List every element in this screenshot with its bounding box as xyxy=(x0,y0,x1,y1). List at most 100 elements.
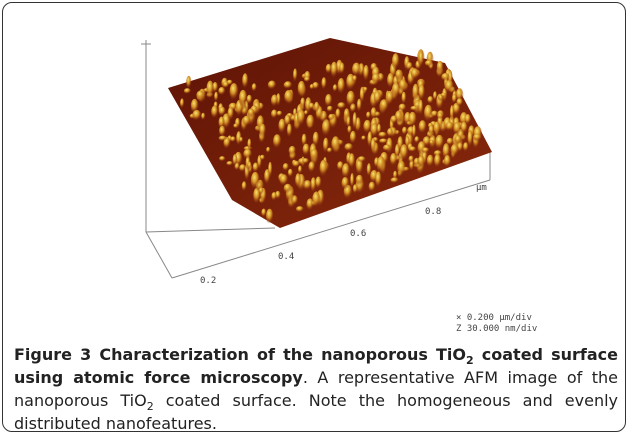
surface-peak xyxy=(308,161,316,173)
surface-peak xyxy=(306,114,315,130)
surface-peak xyxy=(284,90,293,104)
surface-peak xyxy=(433,150,442,157)
surface-peak xyxy=(412,83,420,102)
surface-peak xyxy=(390,153,398,167)
surface-peak xyxy=(270,94,279,107)
surface-peak xyxy=(424,104,433,122)
surface-peak xyxy=(371,73,381,85)
surface-peak xyxy=(229,83,239,101)
surface-peak xyxy=(456,98,464,107)
surface-peak xyxy=(464,114,471,125)
axis-tick: 0.2 xyxy=(200,276,216,286)
surface-peak xyxy=(366,163,372,177)
caption-text: coated surface. Note the homogeneous and… xyxy=(14,391,619,433)
surface-peak xyxy=(370,122,379,138)
surface-peak xyxy=(214,91,219,102)
surface-peak xyxy=(356,158,364,176)
surface-peak xyxy=(463,142,469,152)
surface-peak xyxy=(271,109,278,119)
surface-peak xyxy=(304,76,311,83)
surface-peak xyxy=(408,146,417,152)
surface-peak xyxy=(219,125,226,137)
surface-peak xyxy=(252,162,259,173)
surface-peak xyxy=(370,137,376,154)
surface-peak xyxy=(186,75,192,89)
axis-unit: µm xyxy=(476,183,487,193)
surface-peak xyxy=(410,105,419,111)
surface-peak xyxy=(218,87,226,96)
scale-x: × 0.200 µm/div xyxy=(456,313,532,323)
surface-peak xyxy=(394,144,400,159)
surface-peak xyxy=(238,89,248,108)
axes-box xyxy=(141,40,491,279)
surface-peak xyxy=(226,79,233,86)
surface-peak xyxy=(387,73,395,89)
surface-peak xyxy=(387,128,394,137)
surface-peak xyxy=(315,176,322,189)
surface-peak xyxy=(426,154,434,167)
surface-peak xyxy=(352,184,358,194)
surface-peak xyxy=(453,121,462,136)
surface-peak xyxy=(401,91,407,105)
surface-peak xyxy=(300,97,306,109)
surface-peak xyxy=(321,77,327,90)
surface-peak xyxy=(446,137,454,146)
surface-peak xyxy=(286,123,293,138)
surface-peak xyxy=(292,160,301,168)
surface-peak xyxy=(261,208,267,218)
surface-peak xyxy=(377,123,382,135)
surface-peak xyxy=(337,78,346,95)
surface-peak xyxy=(349,130,357,145)
surface-peak xyxy=(375,171,382,188)
surface-peak xyxy=(376,156,386,173)
surface-peak xyxy=(390,177,399,184)
surface-peak xyxy=(341,176,350,190)
surface-peak xyxy=(449,105,455,122)
surface-peak xyxy=(233,123,239,129)
surface-peak xyxy=(283,81,293,90)
surface-peak xyxy=(427,96,434,104)
surface-peak xyxy=(241,181,247,192)
surface-peak xyxy=(355,174,364,186)
surface-peak xyxy=(226,161,233,166)
surface-peak xyxy=(206,80,214,99)
surface-peak xyxy=(302,158,309,164)
surface-peak xyxy=(247,108,255,118)
surface-peak xyxy=(232,154,238,167)
surface-peak xyxy=(390,115,398,124)
surface-peak xyxy=(410,68,419,80)
surface-peak xyxy=(183,88,191,95)
afm-image: 0.2 0.4 0.6 0.8 µm × 0.200 µm/div Z 30.0… xyxy=(141,38,537,334)
surface-peak xyxy=(251,83,257,92)
surface-peak xyxy=(418,50,424,68)
surface-peak xyxy=(412,124,417,139)
surface-peak xyxy=(424,60,433,67)
surface-peak xyxy=(211,105,219,119)
surface-peak xyxy=(325,63,332,74)
surface-peak xyxy=(352,75,358,83)
surface-peak xyxy=(370,107,377,119)
surface-peak xyxy=(287,168,293,178)
surface-peak xyxy=(301,133,307,147)
surface-peak xyxy=(247,138,252,150)
surface-peak xyxy=(433,91,438,101)
surface-peak xyxy=(297,80,306,98)
caption-text: . A representative AFM image of the nano… xyxy=(14,368,618,410)
surface-peak xyxy=(454,135,462,145)
scale-z: Z 30.000 nm/div xyxy=(456,324,537,334)
surface-peak xyxy=(247,161,252,170)
surface-peak xyxy=(304,110,309,116)
surface-peak xyxy=(379,138,388,144)
surface-peak xyxy=(271,192,277,201)
surface-peak xyxy=(310,177,317,193)
surface-peak xyxy=(330,61,338,79)
surface-peak xyxy=(335,108,341,120)
surface-peak xyxy=(414,136,420,144)
surface-peak xyxy=(319,159,328,177)
surface-peak xyxy=(363,65,370,82)
surface-peak xyxy=(450,144,459,157)
surface-peak xyxy=(250,171,260,190)
surface-peak xyxy=(467,130,473,148)
surface-peak xyxy=(398,103,407,112)
